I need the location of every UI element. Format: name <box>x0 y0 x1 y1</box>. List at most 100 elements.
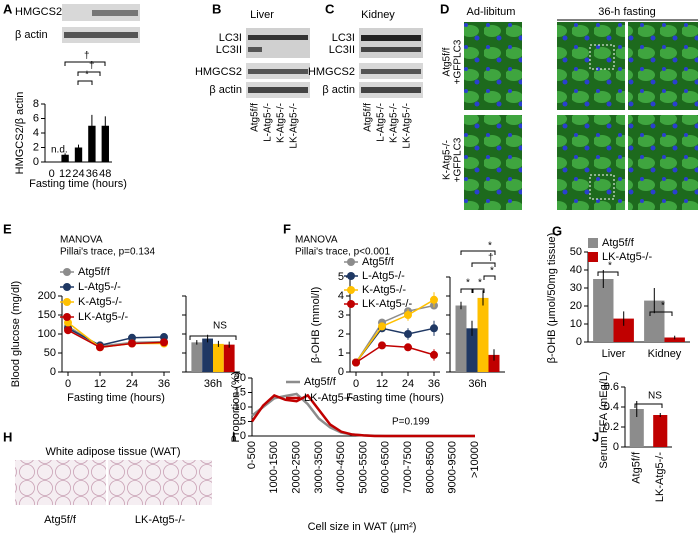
panel-letter: C <box>325 1 335 16</box>
row-label: K-Atg5-/- <box>442 140 453 180</box>
x-tick-label: 0-500 <box>246 441 258 469</box>
blot-band <box>248 69 308 74</box>
x-tick-label: 36h <box>468 378 486 390</box>
y-axis-label: HMGCS2/β actin <box>14 92 26 175</box>
x-tick-label: 12 <box>59 168 71 180</box>
column-header: Ad-libitum <box>467 6 516 18</box>
lane-label: Atg5f/f <box>250 103 261 132</box>
bar <box>466 328 478 372</box>
y-tick-label: 1 <box>338 347 344 359</box>
x-axis-label: Fasting time (hours) <box>29 178 127 190</box>
line <box>250 393 475 438</box>
y-tick-label: 0 <box>33 156 39 168</box>
micrograph <box>628 22 698 110</box>
lane-label: L-Atg5-/- <box>263 103 274 142</box>
blot-row-label: β actin <box>209 84 242 96</box>
point <box>404 343 412 352</box>
blot-band <box>248 47 262 52</box>
legend-marker <box>347 272 355 280</box>
panel-letter: G <box>552 223 562 238</box>
significance-bracket <box>483 275 496 280</box>
point <box>64 326 72 335</box>
point <box>160 338 168 347</box>
bar <box>664 337 685 342</box>
lane-label: LK-Atg5-/- <box>289 103 300 149</box>
bar <box>477 297 489 372</box>
significance-bracket <box>189 335 237 340</box>
lane-label: LK-Atg5-/- <box>402 103 413 149</box>
line <box>355 344 435 364</box>
y-tick-label: 20 <box>570 300 582 312</box>
legend-label: LK-Atg5-/- <box>304 392 354 404</box>
annotation: † <box>89 61 95 72</box>
bar <box>653 415 668 447</box>
x-tick-label: 3000-3500 <box>313 441 325 494</box>
x-tick-label: 36 <box>428 378 440 390</box>
point <box>430 295 438 304</box>
panel-letter: E <box>3 221 12 236</box>
point <box>128 339 136 348</box>
blot-row-label: β actin <box>322 84 355 96</box>
row-label: Atg5f/f <box>442 47 453 76</box>
blot-band <box>361 69 421 74</box>
y-axis-label: Serum FFA (mEq/L) <box>598 371 610 468</box>
wat-images: White adipose tissue (WAT) Atg5f/f LK-At… <box>15 446 212 526</box>
annotation: Pillai's trace, p=0.134 <box>60 247 155 258</box>
legend-marker <box>347 258 355 266</box>
blot-band <box>64 32 138 38</box>
legend-label: Atg5f/f <box>362 256 395 268</box>
histology <box>15 460 106 505</box>
blot-row-label: LC3II <box>329 44 355 56</box>
panel-letter: B <box>212 1 221 16</box>
x-tick-label: Kidney <box>648 348 682 360</box>
bar <box>213 343 224 372</box>
point <box>404 330 412 338</box>
legend-marker <box>63 283 71 291</box>
y-axis-label: β-OHB (μmol/50mg tissue) <box>546 233 558 364</box>
image-title: White adipose tissue (WAT) <box>45 446 180 458</box>
x-tick-label: 0 <box>353 378 359 390</box>
panel-letters: A B C D E F G H I J <box>3 1 599 444</box>
blot-title: Liver <box>250 9 274 21</box>
blot-row-label: HMGCS2 <box>308 66 355 78</box>
legend-marker <box>63 298 71 306</box>
bar <box>488 354 500 372</box>
line <box>355 299 435 363</box>
y-tick-label: 0 <box>576 336 582 348</box>
significance-bracket <box>460 288 473 293</box>
point <box>430 350 438 359</box>
legend-label: LK-Atg5-/- <box>602 251 652 263</box>
legend-swatch <box>588 252 598 262</box>
blot-band <box>361 87 421 93</box>
y-tick-label: 10 <box>234 401 246 413</box>
legend-marker <box>347 300 355 308</box>
annotation: Pillai's trace, p<0.001 <box>295 247 390 258</box>
lane-label: K-Atg5-/- <box>389 103 400 143</box>
x-tick-label: 12 <box>94 378 106 390</box>
legend-label: Atg5f/f <box>78 266 111 278</box>
y-tick-label: 150 <box>38 309 56 321</box>
point <box>378 322 386 331</box>
y-tick-label: 2 <box>33 141 39 153</box>
point <box>404 311 412 319</box>
x-tick-label: 36 <box>86 168 98 180</box>
y-tick-label: 6 <box>33 112 39 124</box>
legend-label: K-Atg5-/- <box>362 284 406 296</box>
y-tick-label: 8 <box>33 98 39 110</box>
x-tick-label: 7000-7500 <box>402 441 414 494</box>
histology <box>108 460 212 505</box>
y-tick-label: 0.6 <box>604 381 619 393</box>
micrograph <box>628 115 698 210</box>
bar <box>629 409 644 447</box>
lane-label: L-Atg5-/- <box>376 103 387 142</box>
panel-letter: A <box>3 1 13 16</box>
y-tick-label: 0 <box>338 366 344 378</box>
row-label: +GFPLC3 <box>453 39 464 84</box>
bar <box>455 305 467 372</box>
blot-row-label: LC3I <box>219 32 242 44</box>
blot-row-label: LC3II <box>216 44 242 56</box>
annotation: * <box>478 278 482 289</box>
x-tick-label: 0 <box>65 378 71 390</box>
x-tick-label: 24 <box>402 378 414 390</box>
